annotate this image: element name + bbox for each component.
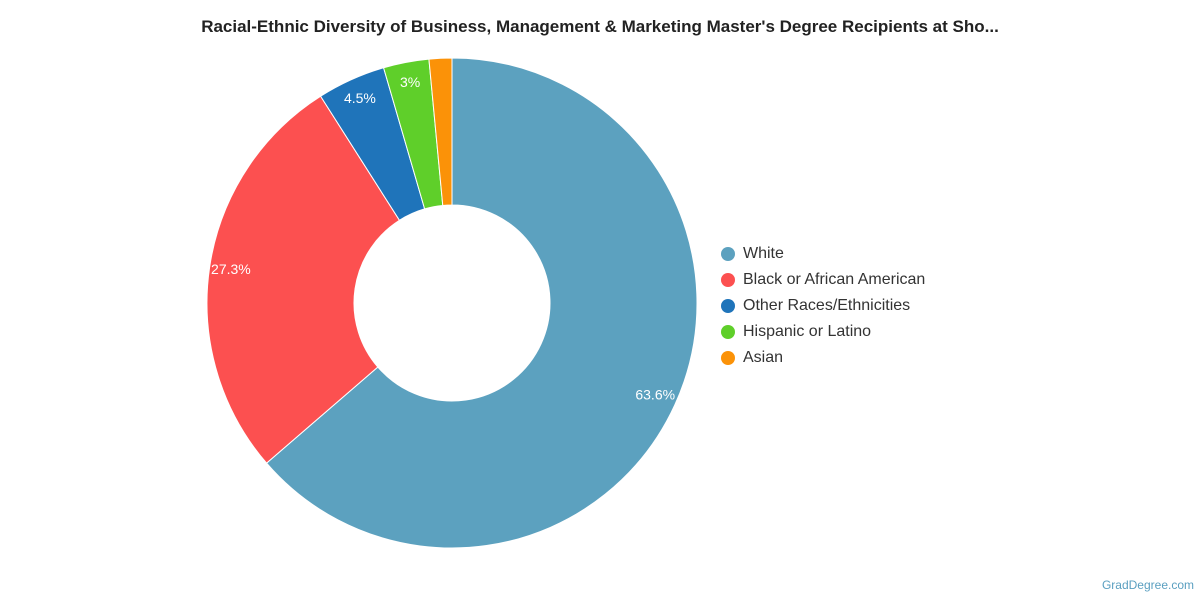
- slice-label-other-races-ethnicities: 4.5%: [344, 90, 376, 106]
- legend-item-other-races-ethnicities[interactable]: Other Races/Ethnicities: [721, 293, 925, 319]
- chart-legend: White Black or African American Other Race…: [721, 241, 925, 371]
- legend-marker-icon: [721, 351, 735, 365]
- legend-item-hispanic-or-latino[interactable]: Hispanic or Latino: [721, 319, 925, 345]
- legend-marker-icon: [721, 325, 735, 339]
- legend-marker-icon: [721, 299, 735, 313]
- legend-marker-icon: [721, 273, 735, 287]
- chart-title: Racial-Ethnic Diversity of Business, Man…: [201, 17, 999, 36]
- legend-marker-icon: [721, 247, 735, 261]
- legend-label: Hispanic or Latino: [743, 323, 872, 340]
- legend-label: Other Races/Ethnicities: [743, 297, 911, 314]
- legend-label: Black or African American: [743, 271, 926, 288]
- legend-item-asian[interactable]: Asian: [721, 345, 925, 371]
- legend-label: White: [743, 245, 784, 262]
- slice-label-black-or-african-american: 27.3%: [211, 261, 251, 277]
- slice-black-or-african-american[interactable]: [206, 95, 401, 464]
- slice-label-hispanic-or-latino: 3%: [400, 74, 420, 90]
- legend-label: Asian: [743, 349, 784, 366]
- slice-asian[interactable]: [428, 57, 453, 206]
- source-credit[interactable]: GradDegree.com: [1101, 578, 1194, 592]
- legend-item-white[interactable]: White: [721, 241, 925, 267]
- legend-item-black-or-african-american[interactable]: Black or African American: [721, 267, 925, 293]
- slice-white[interactable]: [265, 57, 698, 549]
- slice-label-white: 63.6%: [635, 387, 675, 403]
